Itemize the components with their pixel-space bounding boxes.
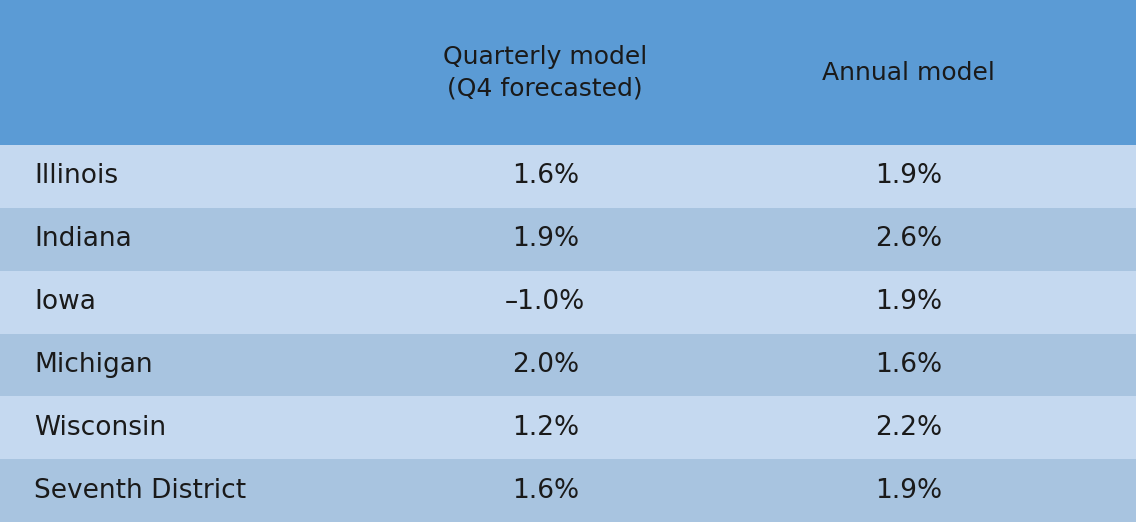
Text: Quarterly model
(Q4 forecasted): Quarterly model (Q4 forecasted) xyxy=(443,45,648,100)
Bar xyxy=(0,145,1136,208)
Text: 1.6%: 1.6% xyxy=(511,478,579,504)
Text: 1.9%: 1.9% xyxy=(875,478,943,504)
Text: Illinois: Illinois xyxy=(34,163,118,189)
Text: Indiana: Indiana xyxy=(34,226,132,252)
Text: 2.6%: 2.6% xyxy=(875,226,943,252)
Text: 1.9%: 1.9% xyxy=(875,163,943,189)
Text: Iowa: Iowa xyxy=(34,289,95,315)
Text: 1.2%: 1.2% xyxy=(511,415,579,441)
Bar xyxy=(0,459,1136,522)
Text: Annual model: Annual model xyxy=(822,61,995,85)
Bar xyxy=(0,396,1136,459)
Text: –1.0%: –1.0% xyxy=(506,289,585,315)
Bar xyxy=(0,208,1136,271)
Text: Wisconsin: Wisconsin xyxy=(34,415,166,441)
Bar xyxy=(0,334,1136,396)
Text: Michigan: Michigan xyxy=(34,352,152,378)
Text: 2.2%: 2.2% xyxy=(875,415,943,441)
Text: 1.6%: 1.6% xyxy=(875,352,943,378)
Text: 1.6%: 1.6% xyxy=(511,163,579,189)
Bar xyxy=(0,271,1136,334)
Bar xyxy=(0,0,1136,145)
Text: Seventh District: Seventh District xyxy=(34,478,247,504)
Text: 1.9%: 1.9% xyxy=(875,289,943,315)
Text: 1.9%: 1.9% xyxy=(511,226,579,252)
Text: 2.0%: 2.0% xyxy=(511,352,579,378)
